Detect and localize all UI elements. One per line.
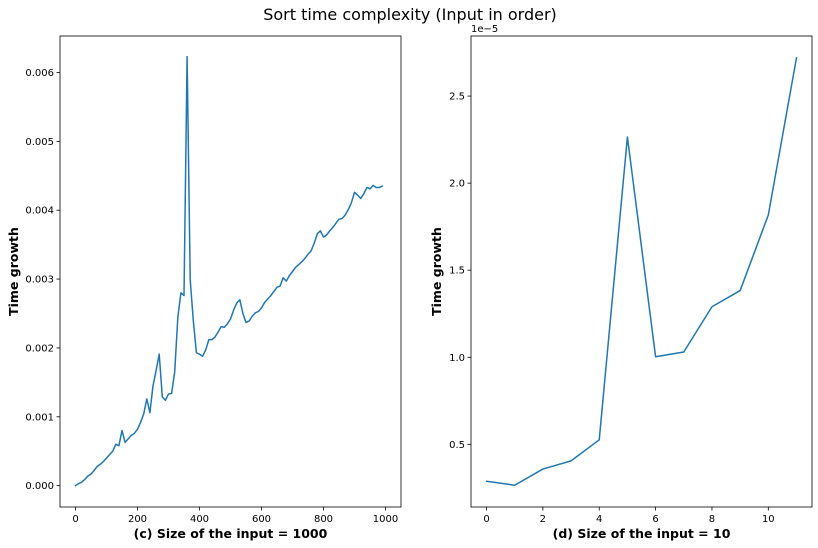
subplot-c: 0 200 400 600 800 1000 0.0000.0010.0020.0030.… [6,35,402,541]
x-tick-label-d: 6 [652,514,658,525]
y-ticks-c: 0.000 0.001 0.002 0.003 0.004 0.005 0.006 [25,68,60,492]
y-offset-text-d: 1e−5 [471,24,498,35]
y-tick-label-d: 2.5 [449,92,465,103]
series-line-d [485,57,798,486]
axes-frame-d [470,35,813,508]
y-tick-label-c: 0.005 [25,137,54,148]
x-tick-label-c: 600 [252,514,271,525]
y-tick-label-c: 0.004 [25,206,54,217]
y-tick-label-c: 0.006 [25,68,54,79]
x-tick-label-c: 0 [72,514,78,525]
y-tick-label-c: 0.003 [25,275,54,286]
x-axis-label-c: (c) Size of the input = 1000 [134,526,328,541]
y-ticks-d: 0.5 1.0 1.5 2.0 2.5 [449,92,471,451]
x-tick-label-d: 2 [540,514,546,525]
y-tick-label-d: 1.5 [449,266,465,277]
y-axis-label-c: Time growth [6,227,21,316]
y-tick-label-d: 1.0 [449,353,465,364]
y-tick-label-d: 0.5 [449,440,465,451]
x-ticks-d: 0 2 4 6 8 10 [483,507,775,525]
y-tick-label-d: 2.0 [449,179,465,190]
x-tick-label-c: 400 [190,514,209,525]
plot-area-c [74,55,384,487]
y-tick-label-c: 0.002 [25,343,54,354]
x-tick-label-d: 4 [596,514,602,525]
axes-frame-c [59,35,402,508]
series-line-c [74,55,384,487]
x-tick-label-d: 8 [709,514,715,525]
figure-title: Sort time complexity (Input in order) [263,5,557,24]
x-axis-label-d: (d) Size of the input = 10 [553,526,731,541]
plot-area-d [485,57,798,486]
subplot-d: 0 2 4 6 8 10 0.5 1.0 1.5 2.0 2.5 1e−5 Time growth… [429,24,813,541]
y-axis-label-d: Time growth [429,227,444,316]
x-tick-label-c: 1000 [373,514,398,525]
y-tick-label-c: 0.001 [25,412,54,423]
y-tick-label-c: 0.000 [25,481,54,492]
x-tick-label-d: 10 [762,514,775,525]
x-ticks-c: 0 200 400 600 800 1000 [72,507,398,525]
x-tick-label-d: 0 [483,514,489,525]
x-tick-label-c: 800 [314,514,333,525]
x-tick-label-c: 200 [128,514,147,525]
